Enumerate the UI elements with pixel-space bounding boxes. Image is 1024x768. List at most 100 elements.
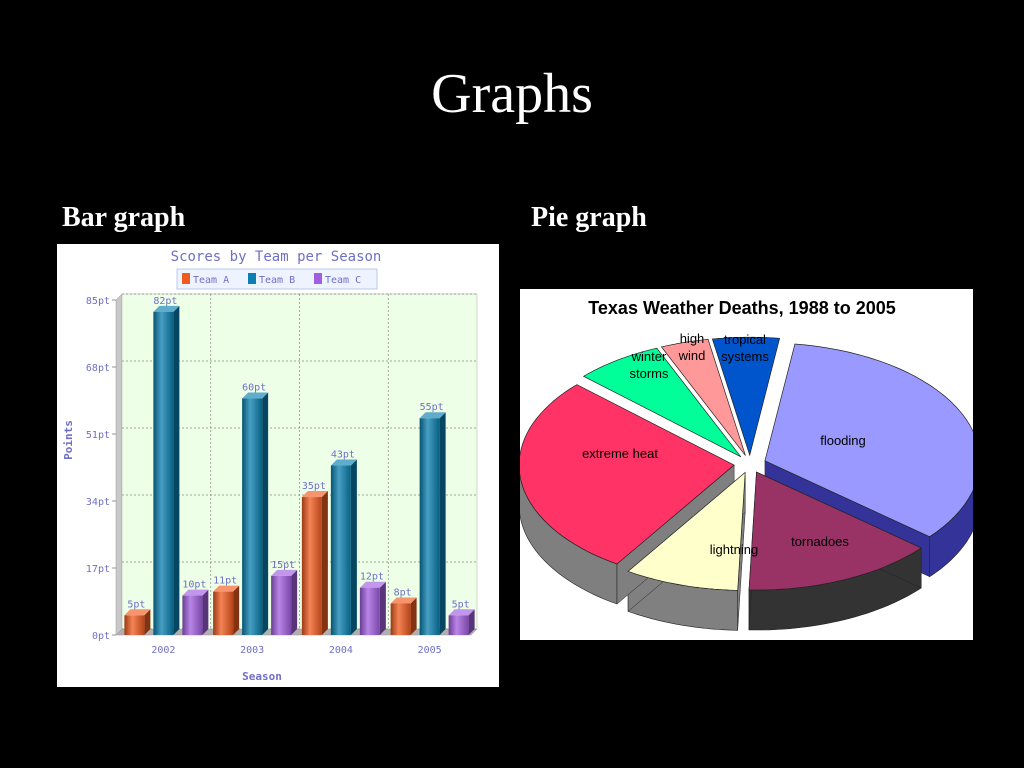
bar-face: [419, 418, 440, 635]
bar-team-b-2004: 43pt: [331, 450, 357, 635]
bar-top: [182, 589, 209, 596]
bar-team-b-2003: 60pt: [242, 383, 269, 635]
y-axis-title: Points: [62, 420, 75, 460]
pie-slice-extreme-heat: [518, 384, 735, 565]
bar-face: [359, 587, 380, 635]
legend-swatch: [314, 273, 322, 284]
pie-slice-label: high: [680, 331, 705, 346]
bar-data-label: 5pt: [127, 599, 145, 610]
bar-team-b-2005: 55pt: [420, 402, 446, 635]
pie-chart-panel: Texas Weather Deaths, 1988 to 2005 flood…: [518, 289, 981, 640]
slide-title: Graphs: [431, 63, 593, 125]
bar-top: [448, 609, 475, 616]
bar-graph-caption: Bar graph: [62, 202, 186, 233]
bar-chart-side-wall: [115, 293, 123, 636]
bar-side: [350, 459, 357, 635]
bar-chart-panel: Scores by Team per Season Team A Team B Te…: [57, 244, 499, 687]
bar-chart: Scores by Team per Season Team A Team B Te…: [62, 249, 478, 683]
x-tick-label: 2005: [418, 645, 442, 656]
bar-face: [448, 615, 469, 635]
bar-side: [468, 609, 475, 635]
bar-side: [439, 412, 446, 635]
bar-face: [301, 497, 322, 635]
pie-chart-title: Texas Weather Deaths, 1988 to 2005: [588, 298, 896, 318]
bar-face: [330, 465, 351, 635]
bar-data-label: 10pt: [182, 580, 206, 591]
bar-data-label: 55pt: [420, 402, 444, 413]
pie-slice-winter-storms: [582, 347, 742, 458]
bar-team-a-2003: 11pt: [213, 576, 240, 635]
bar-side: [321, 491, 328, 635]
bar-team-c-2005: 5pt: [448, 599, 475, 635]
pie-slice-label: wind: [678, 348, 706, 363]
y-tick-label: 85pt: [86, 296, 110, 307]
pie-slice-label: winter: [631, 349, 667, 364]
bar-chart-marks: 5pt 82pt 10pt 11pt 60pt 15pt 35pt 43pt 12pt 8pt 55…: [124, 296, 475, 635]
bar-top: [419, 412, 446, 419]
pie-slice-tropical-systems: [711, 336, 781, 457]
bar-data-label: 15pt: [271, 560, 295, 571]
bar-top: [330, 459, 357, 466]
legend-label: Team A: [193, 275, 229, 286]
bar-team-b-2002: 82pt: [153, 296, 180, 635]
bar-side: [291, 569, 298, 635]
bar-data-label: 43pt: [331, 450, 355, 461]
bar-side: [262, 392, 269, 635]
bar-top: [242, 392, 269, 399]
bar-side: [410, 597, 417, 635]
bar-side: [144, 609, 151, 635]
bar-face: [124, 615, 145, 635]
pie-chart: Texas Weather Deaths, 1988 to 2005 flood…: [518, 298, 981, 631]
pie-slice-label: storms: [630, 366, 670, 381]
pie-slice-lightning: [627, 471, 746, 591]
bar-data-label: 11pt: [213, 576, 237, 587]
bar-top: [390, 597, 417, 604]
bar-face: [213, 591, 234, 635]
legend-swatch: [182, 273, 190, 284]
pie-graph-caption: Pie graph: [531, 202, 647, 233]
bar-chart-title: Scores by Team per Season: [171, 249, 382, 265]
y-tick-label: 68pt: [86, 363, 110, 374]
pie-slice-label: tornadoes: [791, 534, 849, 549]
bar-top: [124, 609, 151, 616]
pie-slice-label: lightning: [710, 542, 758, 557]
bar-side: [173, 305, 180, 635]
bar-team-c-2004: 12pt: [360, 572, 386, 635]
bar-top: [271, 569, 298, 576]
bar-side: [233, 585, 240, 635]
bar-side: [379, 581, 386, 635]
pie-slice-tornadoes: [748, 471, 922, 591]
bar-team-c-2003: 15pt: [271, 560, 298, 635]
x-tick-label: 2002: [151, 645, 175, 656]
bar-chart-legend: Team A Team B Team C: [176, 268, 378, 290]
pie-chart-marks: flooding tornadoes lightning extreme heat wi…: [518, 331, 981, 631]
legend-box: [176, 268, 378, 290]
bar-team-a-2005: 8pt: [390, 587, 417, 635]
legend-label: Team B: [259, 275, 295, 286]
bar-data-label: 12pt: [360, 572, 384, 583]
bar-face: [242, 398, 263, 635]
bar-top: [153, 305, 180, 312]
pie-slice-label: tropical: [724, 332, 766, 347]
bar-data-label: 60pt: [242, 383, 266, 394]
y-tick-label: 17pt: [86, 564, 110, 575]
bar-data-label: 8pt: [394, 587, 412, 598]
y-tick-label: 51pt: [86, 430, 110, 441]
x-tick-label: 2003: [240, 645, 264, 656]
y-tick-label: 0pt: [92, 631, 110, 642]
bar-data-label: 82pt: [153, 296, 177, 307]
bar-team-a-2004: 35pt: [302, 481, 328, 635]
legend-label: Team C: [325, 275, 361, 286]
bar-face: [271, 575, 292, 635]
bar-top: [301, 491, 328, 498]
x-axis-title: Season: [242, 670, 282, 683]
bar-team-a-2002: 5pt: [124, 599, 151, 635]
pie-slice-high-wind: [660, 339, 746, 456]
bar-side: [202, 589, 209, 635]
bar-top: [213, 585, 240, 592]
pie-slice-label: extreme heat: [582, 446, 658, 461]
bar-face: [390, 603, 411, 635]
y-tick-label: 34pt: [86, 497, 110, 508]
bar-face: [153, 311, 174, 635]
pie-slice-label: systems: [721, 349, 769, 364]
